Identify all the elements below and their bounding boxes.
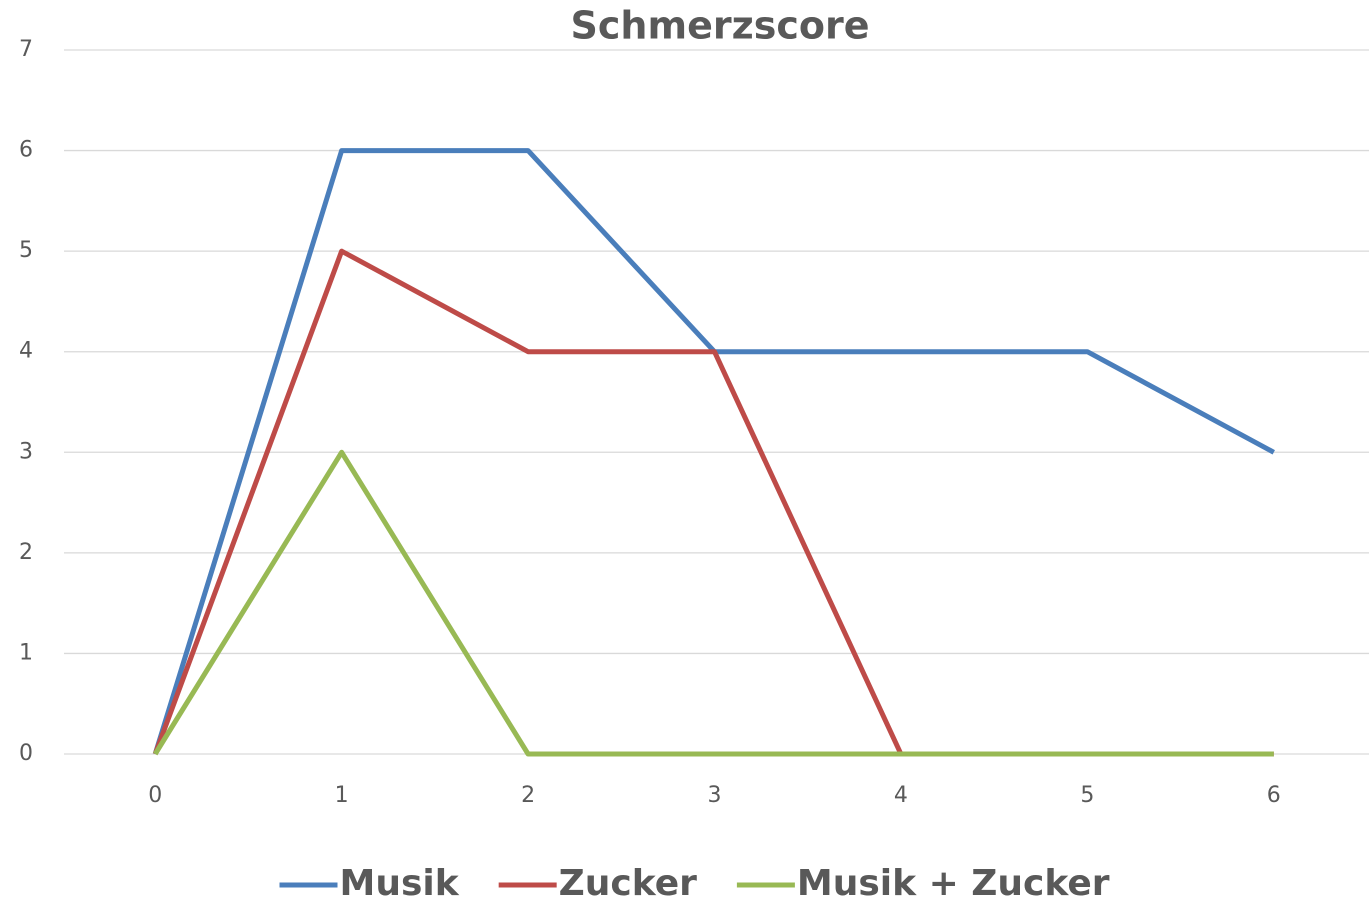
- x-tick-label: 3: [708, 783, 722, 808]
- x-tick-label: 6: [1267, 783, 1281, 808]
- y-tick-label: 7: [19, 37, 33, 62]
- y-tick-label: 6: [19, 138, 33, 163]
- y-tick-label: 1: [19, 640, 33, 665]
- x-tick-label: 4: [894, 783, 908, 808]
- line-series: [152, 248, 1274, 757]
- y-tick-label: 2: [19, 540, 33, 565]
- legend-label: Musik: [340, 863, 460, 904]
- line-series: [153, 449, 1274, 757]
- chart-title: Schmerzscore: [571, 4, 870, 48]
- y-tick-label: 3: [19, 439, 33, 464]
- y-tick-label: 0: [19, 741, 33, 766]
- legend-label: Musik + Zucker: [797, 863, 1110, 904]
- x-tick-label: 5: [1080, 783, 1094, 808]
- legend-label: Zucker: [559, 863, 697, 904]
- y-tick-label: 5: [19, 238, 33, 263]
- x-tick-label: 0: [148, 783, 162, 808]
- x-tick-label: 2: [521, 783, 535, 808]
- y-tick-label: 4: [19, 339, 33, 364]
- x-tick-label: 1: [335, 783, 349, 808]
